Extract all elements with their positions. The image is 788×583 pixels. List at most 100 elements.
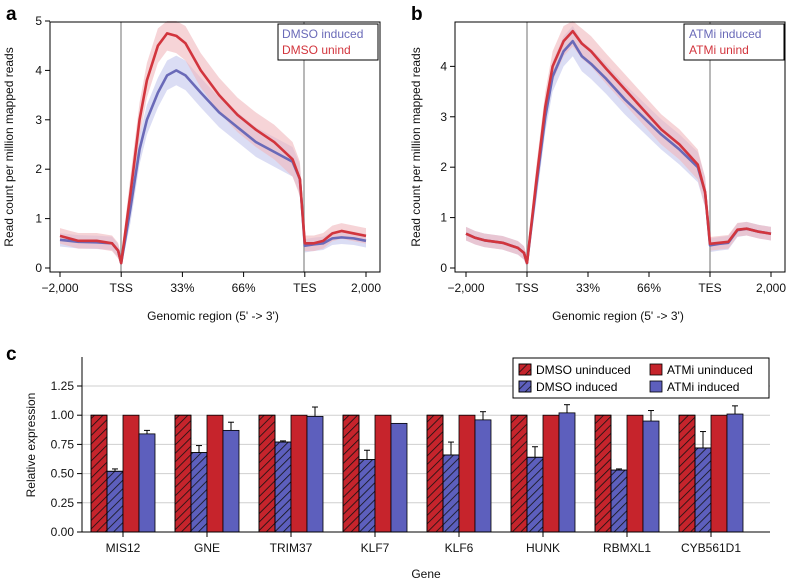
panel-b-ytick-label: 4 xyxy=(440,59,447,73)
legend-atmi-uninduced: ATMi uninduced xyxy=(667,363,753,377)
panel-c-ytick-label: 0.50 xyxy=(51,467,75,481)
bar-hatch-dmso-induced-klf7 xyxy=(358,459,376,533)
panel-c-ytick-label: 0.75 xyxy=(51,437,75,451)
bar-atmi-uninduced-gne xyxy=(206,414,224,533)
bar-hatch-dmso-uninduced-cyb561d1 xyxy=(678,414,696,533)
panel-b-xtick-label: 66% xyxy=(637,281,661,295)
panel-b-xtick-label: 33% xyxy=(576,281,600,295)
legend-dmso-uninduced: DMSO uninduced xyxy=(536,363,631,377)
panel-a-xtick-label: 33% xyxy=(170,281,194,295)
panel-b-legend: ATMi induced ATMi unind xyxy=(683,23,785,61)
panel-b-xtick-label: 2,000 xyxy=(756,281,786,295)
panel-c-label: c xyxy=(6,344,17,365)
panel-a-xtick-label: TES xyxy=(293,281,316,295)
panel-b-ylabel: Read count per million mapped reads xyxy=(409,47,423,246)
bar-atmi-uninduced-klf7 xyxy=(374,414,392,533)
panel-a-ytick-label: 4 xyxy=(35,63,42,77)
bar-atmi-uninduced-klf6 xyxy=(458,414,476,533)
panel-b-ytick-label: 1 xyxy=(440,211,447,225)
bar-atmi-induced-cyb561d1 xyxy=(726,413,744,533)
bar-hatch-dmso-uninduced-trim37 xyxy=(258,414,276,533)
bar-hatch-dmso-induced-hunk xyxy=(526,456,544,533)
panel-a-chart: 0 1 2 3 4 5 −2,000 TSS 33% 66% TES 2,000 Read coun… xyxy=(2,14,381,323)
panel-a-ytick-label: 3 xyxy=(35,113,42,127)
bar-atmi-uninduced-cyb561d1 xyxy=(710,414,728,533)
panel-a-line-dmso-unind xyxy=(59,32,367,265)
panel-c-ytick-label: 0.00 xyxy=(51,525,75,539)
legend-swatch-atmi-induced xyxy=(649,380,663,393)
panel-c-ytick-label: 1.00 xyxy=(51,408,75,422)
bar-atmi-induced-mis12 xyxy=(138,433,156,533)
legend-dmso-unind: DMSO unind xyxy=(282,43,351,57)
bar-atmi-uninduced-rbmxl1 xyxy=(626,414,644,533)
panel-c-xtick-label: RBMXL1 xyxy=(603,541,651,555)
panel-b-xtick-label: TSS xyxy=(515,281,538,295)
panel-c-xtick-label: CYB561D1 xyxy=(681,541,741,555)
panel-b-xtick-label: TES xyxy=(698,281,721,295)
bar-hatch-dmso-uninduced-hunk xyxy=(510,414,528,533)
bar-atmi-induced-klf7 xyxy=(390,422,408,533)
legend-dmso-induced-c: DMSO induced xyxy=(536,380,617,394)
panel-b-frame xyxy=(454,21,786,273)
panel-a-label: a xyxy=(6,4,17,25)
panel-c-xlabel: Gene xyxy=(411,567,441,581)
bar-hatch-dmso-uninduced-gne xyxy=(174,414,192,533)
bar-atmi-induced-hunk xyxy=(558,412,576,533)
bar-hatch-dmso-induced-rbmxl1 xyxy=(610,469,628,533)
panel-b-xtick-label: −2,000 xyxy=(447,281,484,295)
panel-a-xlabel: Genomic region (5' -> 3') xyxy=(147,309,279,323)
panel-c-xtick-label: GNE xyxy=(194,541,220,555)
panel-c-legend: DMSO uninduced ATMi uninduced DMSO induc… xyxy=(512,357,770,399)
panel-a-ylabel: Read count per million mapped reads xyxy=(2,47,16,246)
bar-atmi-induced-rbmxl1 xyxy=(642,420,660,533)
legend-atmi-unind: ATMi unind xyxy=(689,43,749,57)
bar-hatch-dmso-induced-klf6 xyxy=(442,454,460,533)
panel-a-xtick-label: 2,000 xyxy=(351,281,381,295)
panel-a-xtick-label: −2,000 xyxy=(41,281,78,295)
panel-c-xtick-label: KLF7 xyxy=(361,541,390,555)
panel-b-chart: 0 1 2 3 4 −2,000 TSS 33% 66% TES 2,000 Read count… xyxy=(409,21,786,323)
panel-c-xtick-label: TRIM37 xyxy=(270,541,313,555)
legend-atmi-induced: ATMi induced xyxy=(689,27,761,41)
panel-b-label: b xyxy=(411,4,423,25)
panel-a-ytick-label: 2 xyxy=(35,162,42,176)
bar-atmi-uninduced-trim37 xyxy=(290,414,308,533)
panel-a-ytick-label: 0 xyxy=(35,261,42,275)
bar-atmi-uninduced-hunk xyxy=(542,414,560,533)
panel-c-ylabel: Relative expression xyxy=(24,393,38,498)
legend-swatch-atmi-uninduced xyxy=(649,363,663,376)
panel-c-xtick-label: HUNK xyxy=(526,541,560,555)
panel-a-legend: DMSO induced DMSO unind xyxy=(277,23,379,61)
panel-c-xtick-label: KLF6 xyxy=(445,541,474,555)
legend-atmi-induced-c: ATMi induced xyxy=(667,380,739,394)
bar-hatch-dmso-uninduced-klf6 xyxy=(426,414,444,533)
panel-b-band-atmi-induced xyxy=(466,26,771,267)
panel-b-xlabel: Genomic region (5' -> 3') xyxy=(552,309,684,323)
bar-atmi-induced-trim37 xyxy=(306,415,324,533)
bar-hatch-dmso-uninduced-rbmxl1 xyxy=(594,414,612,533)
bar-hatch-dmso-induced-gne xyxy=(190,452,208,533)
panel-b-ytick-label: 3 xyxy=(440,110,447,124)
panel-b-line-atmi-unind xyxy=(465,29,772,265)
panel-b-ytick-label: 2 xyxy=(440,160,447,174)
panel-a-ytick-label: 1 xyxy=(35,212,42,226)
bar-hatch-dmso-uninduced-mis12 xyxy=(90,414,108,533)
panel-c-ytick-label: 1.25 xyxy=(51,379,75,393)
bar-hatch-dmso-induced-cyb561d1 xyxy=(694,447,712,533)
panel-c-xtick-label: MIS12 xyxy=(106,541,141,555)
bar-atmi-induced-gne xyxy=(222,429,240,533)
panel-c-chart: 0.00 0.25 0.50 0.75 1.00 1.25 MIS12 GNE TRIM37 K… xyxy=(24,357,770,581)
bar-hatch-dmso-induced-mis12 xyxy=(106,470,124,533)
bar-atmi-induced-klf6 xyxy=(474,419,492,533)
panel-b-ytick-label: 0 xyxy=(440,261,447,275)
bar-atmi-uninduced-mis12 xyxy=(122,414,140,533)
bar-hatch-dmso-uninduced-klf7 xyxy=(342,414,360,533)
bar-hatch-dmso-induced-trim37 xyxy=(274,441,292,533)
panel-a-xtick-label: 66% xyxy=(232,281,256,295)
legend-dmso-induced: DMSO induced xyxy=(282,27,363,41)
panel-a-frame xyxy=(49,21,381,273)
panel-a-ytick-label: 5 xyxy=(35,14,42,28)
panel-c-ytick-label: 0.25 xyxy=(51,496,75,510)
panel-a-xtick-label: TSS xyxy=(110,281,133,295)
